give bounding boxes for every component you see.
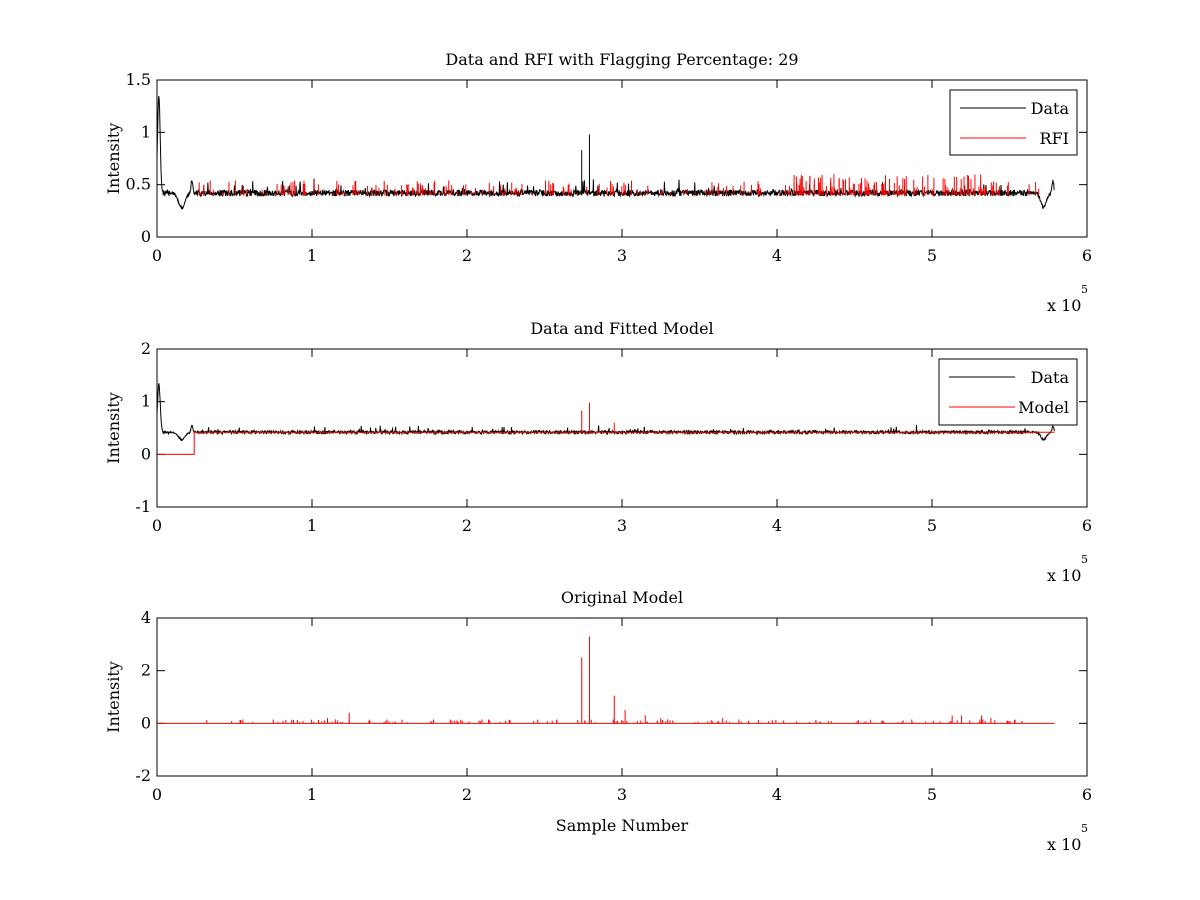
y-axis-label: Intensity [104,661,123,733]
x-scale-exponent: 5 [1081,283,1088,296]
x-tick-label: 1 [307,785,317,804]
y-tick-label: 2 [141,661,151,680]
x-tick-label: 6 [1082,785,1092,804]
x-tick-label: 4 [772,785,782,804]
legend: Data Model [938,358,1078,426]
legend-box [938,358,1078,426]
x-tick-label: 5 [927,246,937,265]
axes-frame [156,348,1088,508]
x-tick-label: 0 [152,246,162,265]
series-rfi [198,174,1040,196]
legend-box [949,89,1078,156]
legend-entry-model: Model [1018,398,1069,417]
x-scale-label: x 10 [1047,566,1081,585]
series-data-line [157,96,1055,210]
x-tick-label: 0 [152,785,162,804]
x-scale-exponent: 5 [1081,553,1088,566]
axes-1: Data and RFI with Flagging Percentage: 2… [104,50,1092,315]
legend-entry-rfi: RFI [1040,129,1069,148]
y-tick-label: 1.5 [126,70,151,89]
x-scale-label: x 10 [1047,835,1081,854]
axes-frame [156,79,1088,238]
x-tick-label: 3 [617,785,627,804]
legend-entry-data: Data [1031,99,1070,118]
plot-area [157,636,1055,724]
legend: Data RFI [949,89,1078,156]
y-tick-label: 0 [141,444,151,463]
plot-area [157,383,1055,455]
x-tick-label: 3 [617,246,627,265]
legend-entry-data: Data [1031,368,1070,387]
x-tick-label: 0 [152,516,162,535]
x-tick-label: 2 [462,785,472,804]
y-tick-label: -1 [135,497,151,516]
chart-title: Data and RFI with Flagging Percentage: 2… [445,50,798,69]
y-tick-label: 4 [141,608,151,627]
series-model-line [157,431,1055,455]
chart-title: Original Model [561,588,683,607]
x-tick-label: 4 [772,516,782,535]
x-tick-label: 5 [927,516,937,535]
x-tick-label: 4 [772,246,782,265]
y-tick-label: 2 [141,339,151,358]
y-tick-label: -2 [135,766,151,785]
y-tick-label: 0 [141,713,151,732]
axes-frame [156,617,1088,777]
x-tick-label: 5 [927,785,937,804]
y-tick-label: 0.5 [126,175,151,194]
x-tick-label: 3 [617,516,627,535]
x-tick-label: 6 [1082,246,1092,265]
y-tick-label: 1 [141,122,151,141]
y-tick-label: 1 [141,392,151,411]
x-scale-label: x 10 [1047,296,1081,315]
x-tick-label: 2 [462,246,472,265]
axes-3: Original Model Intensity Sample Number 0 1 2 3… [104,588,1092,854]
plot-area [157,96,1055,210]
x-tick-label: 2 [462,516,472,535]
y-tick-label: 0 [141,227,151,246]
x-tick-label: 6 [1082,516,1092,535]
x-tick-label: 1 [307,246,317,265]
x-scale-exponent: 5 [1081,822,1088,835]
chart-title: Data and Fitted Model [530,319,713,338]
x-axis-label: Sample Number [556,816,689,835]
x-tick-label: 1 [307,516,317,535]
y-axis-label: Intensity [104,392,123,464]
y-axis-label: Intensity [104,123,123,195]
